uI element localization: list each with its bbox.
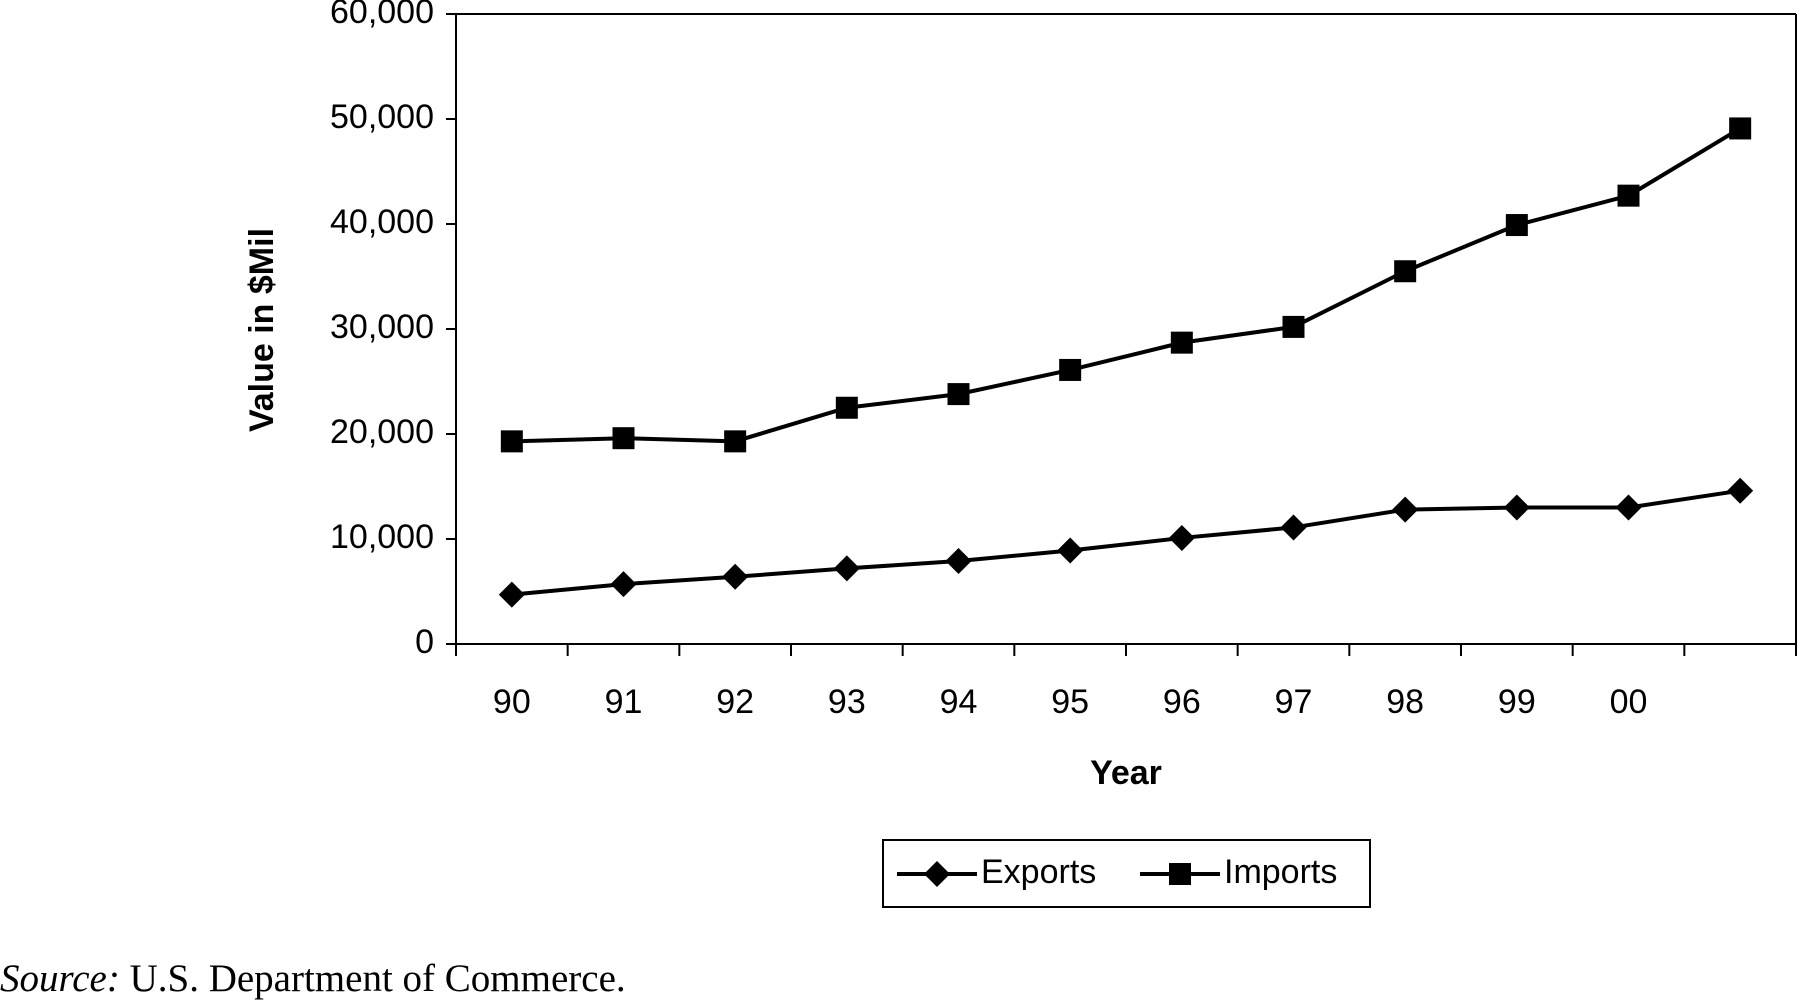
- marker: [1170, 331, 1193, 354]
- x-tick-label: 00: [1610, 683, 1648, 721]
- marker: [498, 581, 525, 608]
- legend-label: Imports: [1224, 853, 1337, 891]
- marker: [1615, 494, 1642, 521]
- marker: [835, 396, 858, 419]
- marker: [1282, 315, 1305, 338]
- marker: [945, 548, 972, 575]
- x-tick-label: 93: [828, 683, 866, 721]
- x-tick-label: 98: [1386, 683, 1424, 721]
- marker: [500, 430, 523, 453]
- x-axis-label: Year: [1090, 754, 1162, 792]
- marker: [1617, 184, 1640, 207]
- source-label: Source:: [0, 957, 120, 1000]
- marker: [1392, 496, 1419, 523]
- series-line: [511, 126, 1742, 444]
- marker: [1394, 260, 1417, 283]
- marker: [1280, 514, 1307, 541]
- y-tick-label: 30,000: [330, 308, 434, 346]
- marker: [1057, 537, 1084, 564]
- marker: [924, 861, 950, 887]
- marker: [722, 563, 749, 590]
- marker: [610, 571, 637, 598]
- x-tick-label: 95: [1051, 683, 1089, 721]
- x-tick-label: 99: [1498, 683, 1536, 721]
- y-tick-label: 20,000: [330, 413, 434, 451]
- marker: [724, 430, 747, 453]
- y-tick-label: 50,000: [330, 98, 434, 136]
- legend-label: Exports: [981, 853, 1096, 891]
- marker: [612, 427, 635, 450]
- marker: [1505, 214, 1528, 237]
- x-tick-label: 90: [493, 683, 531, 721]
- y-axis-label: Value in $Mil: [243, 228, 281, 432]
- x-tick-label: 96: [1163, 683, 1201, 721]
- marker: [1503, 494, 1530, 521]
- marker: [1169, 863, 1191, 885]
- source-text: U.S. Department of Commerce.: [130, 957, 626, 1000]
- y-tick-label: 10,000: [330, 518, 434, 556]
- y-tick-label: 60,000: [330, 0, 434, 31]
- x-tick-label: 91: [605, 683, 643, 721]
- source: Source: U.S. Department of Commerce.: [0, 957, 626, 1000]
- y-tick-label: 0: [415, 623, 434, 661]
- marker: [947, 383, 970, 406]
- marker: [1729, 117, 1752, 140]
- x-tick-label: 94: [940, 683, 978, 721]
- x-tick-label: 92: [716, 683, 754, 721]
- marker: [1059, 358, 1082, 381]
- marker: [1727, 477, 1754, 504]
- marker: [833, 555, 860, 582]
- x-tick-label: 97: [1275, 683, 1313, 721]
- y-tick-label: 40,000: [330, 203, 434, 241]
- series-line: [511, 488, 1741, 597]
- legend-box: [882, 839, 1371, 908]
- marker: [1168, 524, 1195, 551]
